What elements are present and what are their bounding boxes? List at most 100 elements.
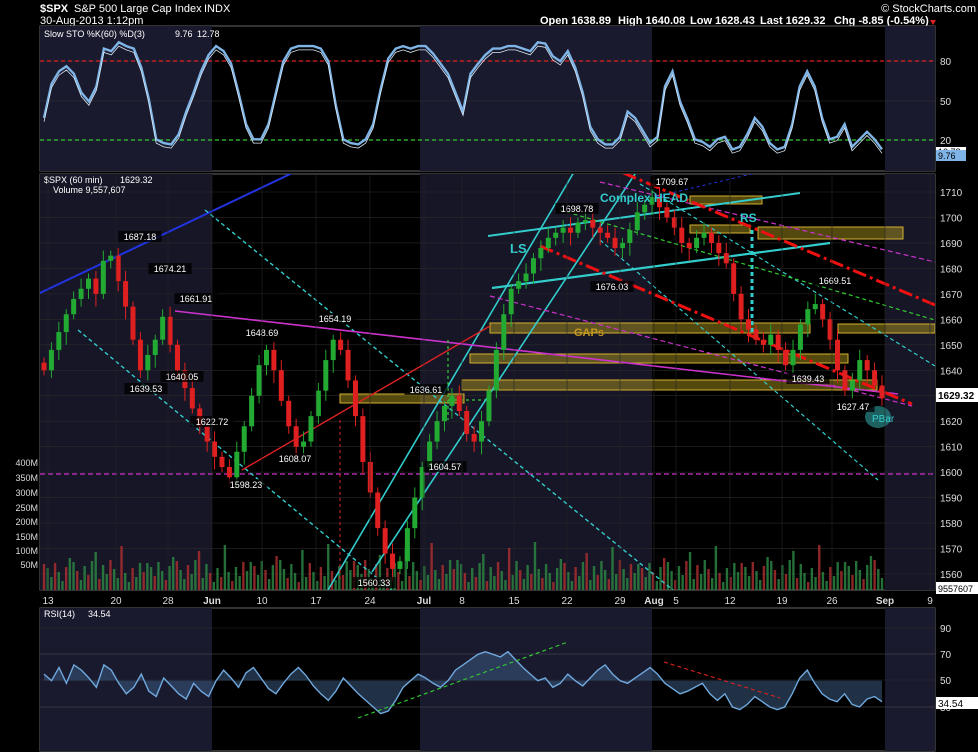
- candle-body: [731, 263, 737, 294]
- volume-bar: [541, 578, 544, 590]
- volume-bar: [249, 562, 252, 590]
- volume-bar: [297, 582, 300, 590]
- volume-bar: [511, 575, 515, 590]
- volume-bar: [644, 577, 647, 590]
- price-label: 1640.05: [166, 372, 199, 382]
- rsi-last-badge: [936, 697, 978, 709]
- volume-bar: [279, 560, 282, 590]
- volume-bar: [489, 567, 492, 590]
- candle-body: [108, 255, 114, 261]
- volume-bar: [821, 572, 825, 590]
- volume-bar: [515, 561, 518, 590]
- volume-bar: [216, 568, 219, 590]
- volume-bar: [338, 566, 341, 590]
- volume-bar: [301, 550, 304, 590]
- price-label: 1604.57: [429, 462, 462, 472]
- gap-box: [757, 226, 904, 240]
- symbol: $SPX: [40, 3, 69, 15]
- volume-bar: [589, 580, 592, 590]
- candle-body: [419, 467, 425, 498]
- price-axis: 1560157015801590160016101620163016401650…: [940, 188, 963, 581]
- candle-body: [516, 281, 522, 289]
- candle-body: [530, 258, 536, 274]
- candle-body: [367, 461, 373, 493]
- volume-bar: [718, 573, 721, 590]
- volume-bar: [522, 579, 526, 590]
- volume-bar: [334, 580, 337, 590]
- price-label: 1661.91: [180, 294, 213, 304]
- candle-body: [212, 441, 218, 457]
- volume-bar: [688, 552, 692, 590]
- down-arrow-icon: [930, 20, 936, 25]
- candle-body: [345, 349, 351, 381]
- volume-bar: [201, 578, 204, 590]
- candle-body: [701, 232, 707, 238]
- rsi-line: [43, 650, 883, 715]
- volume-bar: [585, 553, 588, 590]
- volume-bar: [212, 582, 216, 590]
- date-tick-label: 5: [673, 596, 679, 607]
- volume-bar: [208, 573, 212, 590]
- price-label: 1608.07: [279, 454, 312, 464]
- volume-bar: [441, 565, 444, 590]
- month-shade: [885, 26, 935, 171]
- candle-body: [152, 339, 158, 355]
- volume-bar: [149, 567, 153, 590]
- candle-body: [493, 349, 499, 391]
- volume-bar: [740, 563, 743, 590]
- volume-bar: [496, 562, 500, 590]
- volume-bar: [323, 576, 326, 590]
- candle-body: [501, 314, 507, 350]
- date-tick-label: 15: [508, 596, 520, 607]
- date-tick-label: Jun: [203, 596, 221, 607]
- candle-body: [827, 319, 833, 340]
- volume-bar: [83, 566, 86, 590]
- volume-bar: [722, 582, 725, 590]
- volume-bar: [651, 572, 655, 590]
- volume-bar: [127, 582, 131, 590]
- candle-body: [100, 260, 106, 294]
- volume-bar: [747, 576, 751, 590]
- volume-bar: [792, 551, 795, 590]
- candle-body: [352, 380, 358, 417]
- low-value: Low 1628.43: [690, 15, 755, 27]
- volume-bar: [666, 562, 670, 590]
- neckline-upper: [487, 192, 801, 237]
- volume-bar: [843, 562, 847, 590]
- volume-bar: [445, 574, 448, 590]
- volume-bar: [112, 569, 116, 590]
- volume-bar: [57, 572, 60, 590]
- candle-body: [441, 405, 447, 422]
- price-tick-label: 1710: [940, 188, 963, 199]
- candle-body: [249, 395, 255, 427]
- candle-body: [716, 242, 722, 254]
- volume-bar: [758, 580, 762, 590]
- gap-box: [689, 224, 751, 234]
- stochastic-k-last: 9.76: [938, 151, 956, 161]
- volume-bar: [378, 555, 382, 590]
- volume-bar: [869, 556, 873, 590]
- volume-bar: [79, 580, 83, 590]
- candle-body: [360, 416, 366, 462]
- date-tick-label: 28: [162, 596, 174, 607]
- price-label-bg: [813, 275, 857, 286]
- stochastic-d-line: [43, 45, 883, 154]
- volume-tick-label: 100M: [15, 546, 38, 556]
- price-label: 1627.47: [837, 402, 870, 412]
- candle-body: [835, 339, 841, 371]
- volume-bar: [674, 580, 677, 590]
- volume-bar: [637, 564, 640, 590]
- price-label: 1674.21: [154, 264, 187, 274]
- volume-bar: [64, 567, 68, 590]
- volume-bar: [880, 578, 884, 590]
- volume-bar: [415, 571, 419, 590]
- candle-body: [523, 273, 529, 282]
- candle-body: [323, 360, 329, 391]
- gap-boxes: [339, 195, 935, 404]
- volume-bar: [762, 566, 766, 590]
- month-shade: [885, 608, 935, 751]
- annotation-gaps: GAPs: [574, 327, 604, 339]
- candle-body: [872, 370, 878, 386]
- candle-body: [404, 528, 410, 562]
- candle-body: [686, 242, 692, 249]
